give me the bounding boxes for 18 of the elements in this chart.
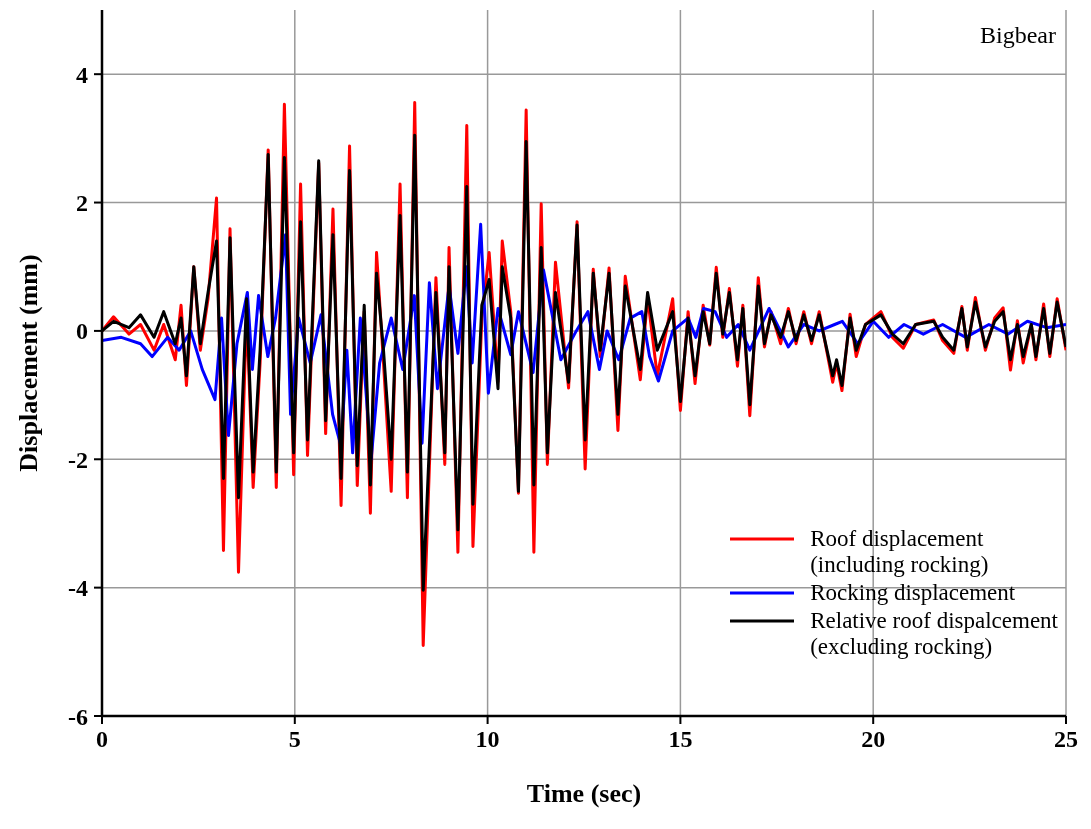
legend-label: Rocking displacement — [810, 580, 1016, 606]
y-tick-label: 0 — [76, 318, 88, 345]
y-tick-label: 4 — [76, 61, 88, 88]
x-tick-label: 0 — [96, 726, 108, 753]
y-axis-title: Displacement (mm) — [14, 254, 44, 472]
x-axis-title: Time (sec) — [526, 779, 642, 808]
x-tick-label: 15 — [668, 726, 693, 753]
legend-label: Roof displacement (including rocking) — [810, 526, 989, 578]
legend-label: Relative roof dispalcement (excluding rocking) — [810, 608, 1058, 660]
y-tick-label: -4 — [68, 575, 88, 602]
x-tick-label: 20 — [861, 726, 886, 753]
x-tick-label: 5 — [288, 726, 301, 753]
y-tick-label: -6 — [68, 703, 88, 730]
y-tick-label: 2 — [76, 190, 88, 217]
y-tick-label: -2 — [68, 446, 88, 473]
x-tick-label: 10 — [475, 726, 500, 753]
annotation: Bigbear — [980, 22, 1056, 49]
x-tick-label: 25 — [1054, 726, 1078, 753]
